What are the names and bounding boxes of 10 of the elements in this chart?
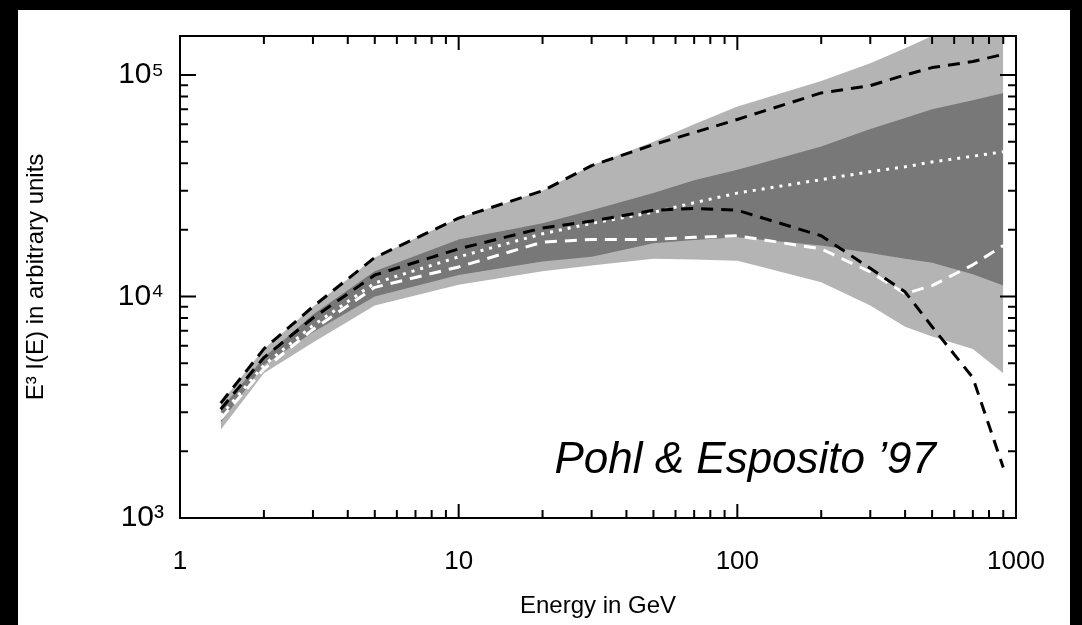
x-tick-label: 1000 [987, 544, 1045, 575]
x-tick-label: 1 [172, 544, 188, 575]
x-axis-title: Energy in GeV [519, 591, 677, 619]
y-axis-title: E³ I(E) in arbitrary units [21, 153, 49, 401]
x-tick-label: 10 [444, 544, 474, 575]
annotation: Pohl & Esposito ’97 [554, 433, 938, 482]
x-tick-label: 100 [715, 544, 760, 575]
y-tick-label: 10⁴ [117, 277, 164, 311]
y-tick-label: 10⁵ [118, 56, 164, 90]
y-tick-label: 10³ [120, 499, 165, 533]
